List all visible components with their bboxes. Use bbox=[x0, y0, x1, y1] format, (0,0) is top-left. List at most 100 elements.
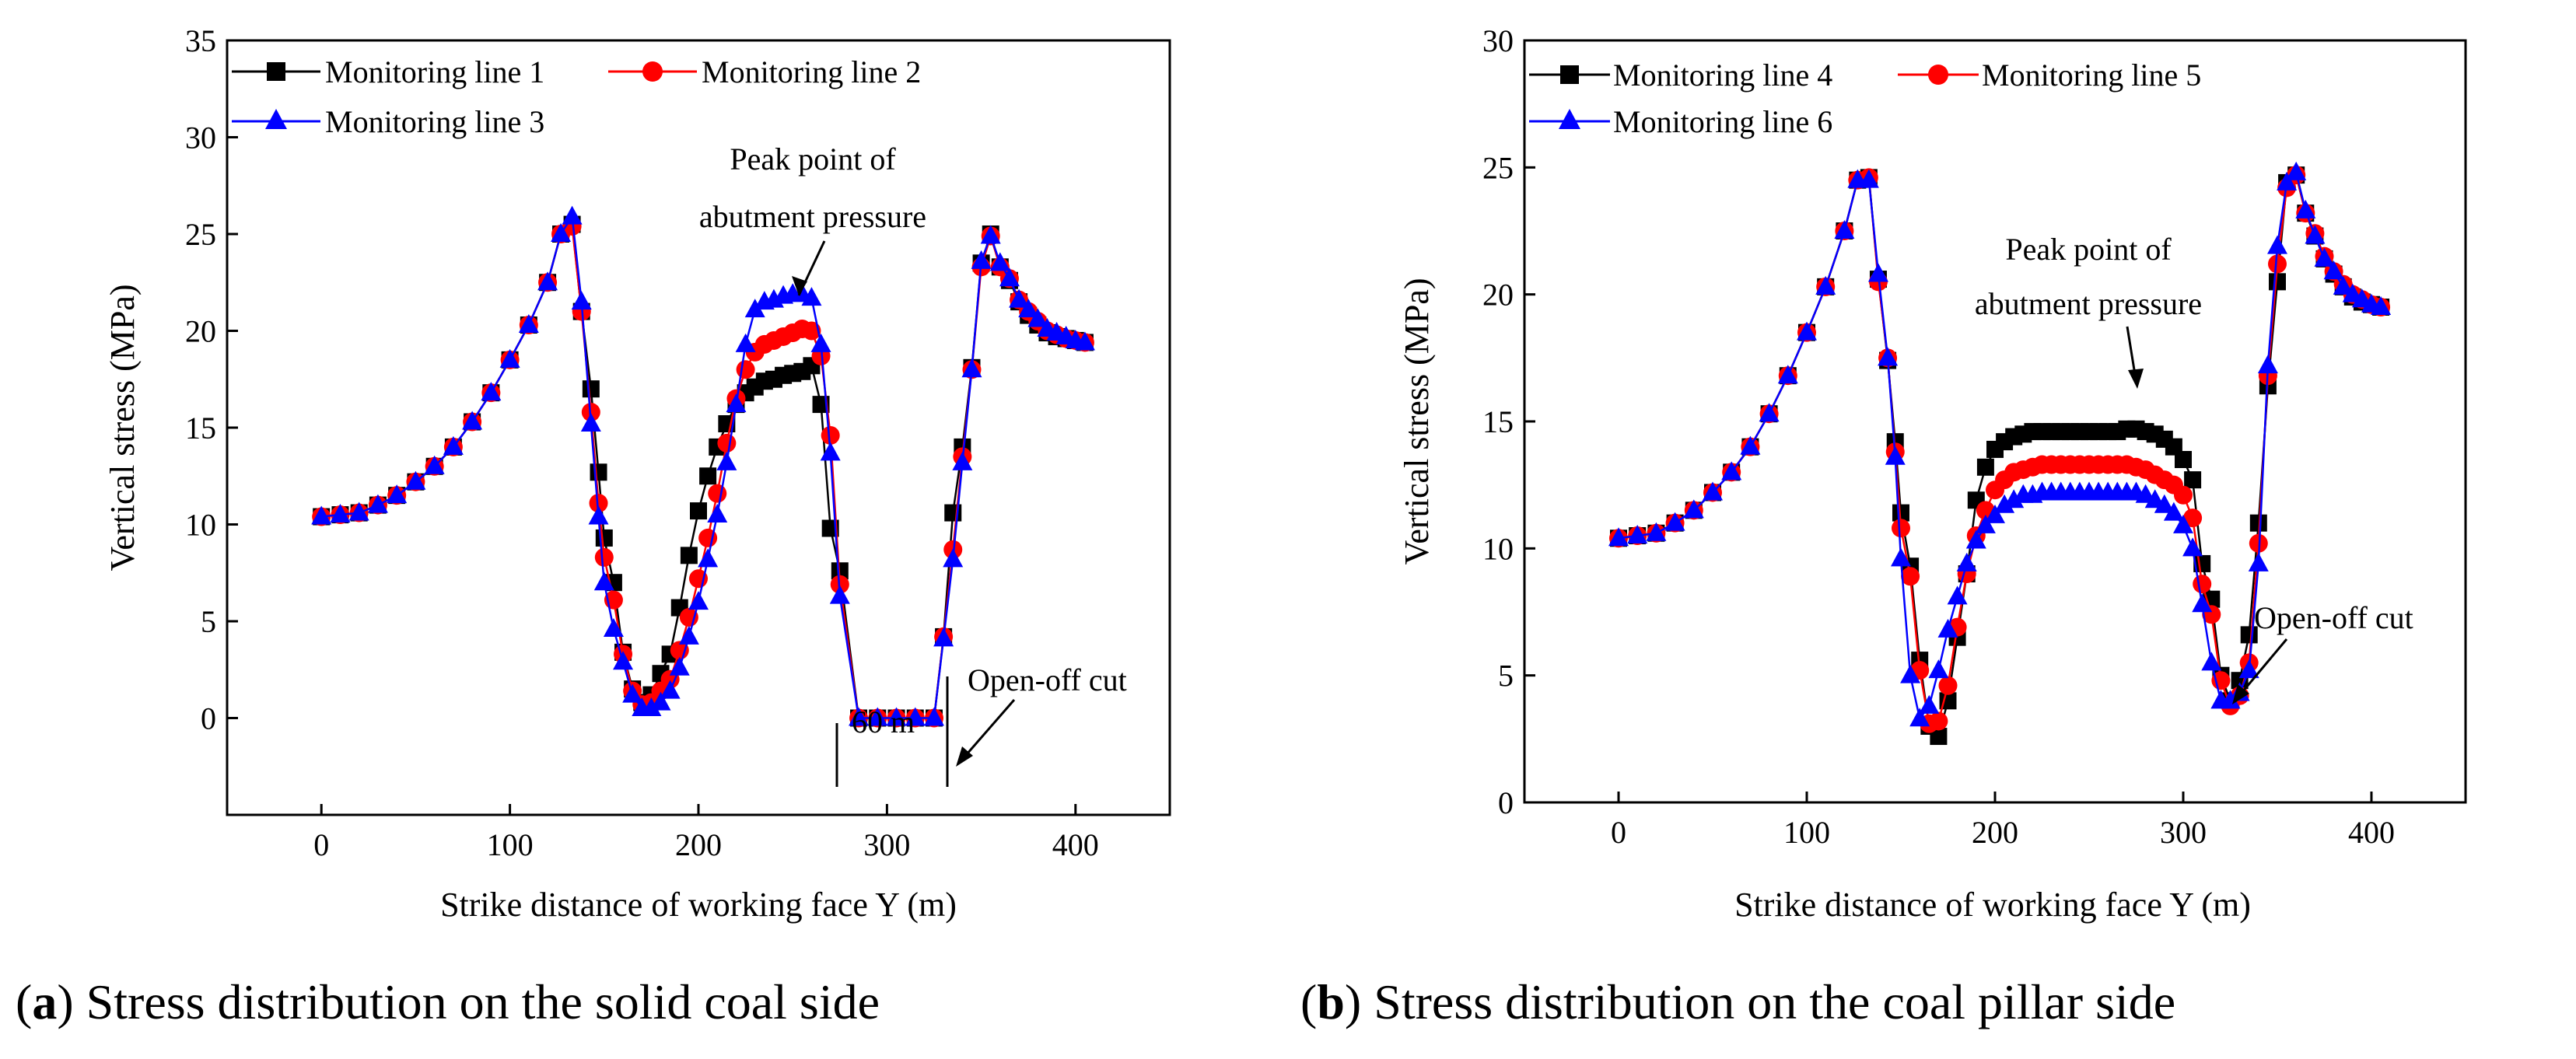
data-point-b-3-56 bbox=[2248, 552, 2269, 571]
data-point-a-1-17 bbox=[590, 463, 607, 481]
annotation-cut-label-a: Open-off cut bbox=[968, 662, 1127, 697]
data-point-a-3-1 bbox=[330, 504, 351, 523]
data-point-a-2-18 bbox=[594, 547, 614, 567]
data-point-a-3-45 bbox=[867, 707, 888, 726]
data-point-a-3-29 bbox=[698, 548, 719, 568]
data-point-b-3-24 bbox=[1947, 585, 1968, 605]
data-point-a-3-64 bbox=[1074, 331, 1095, 351]
data-point-b-1-49 bbox=[2184, 471, 2202, 489]
axis-ticks-a: 0 100 200 300 400 0 5 10 15 20 25 30 35 bbox=[185, 23, 1099, 862]
caption-a: (a) Stress distribution on the solid coa… bbox=[16, 974, 880, 1029]
x-tick-label-a-4: 400 bbox=[1052, 827, 1099, 862]
data-point-b-3-6 bbox=[1721, 461, 1742, 481]
legend-marker-4 bbox=[1560, 65, 1579, 84]
chart-panel-a: 0 100 200 300 400 0 5 10 15 20 25 30 35 Peak point o… bbox=[16, 23, 1171, 1029]
data-point-b-3-62 bbox=[2305, 225, 2326, 244]
data-point-a-3-48 bbox=[924, 707, 944, 726]
data-point-b-3-48 bbox=[2173, 514, 2193, 533]
x-tick-label-b-4: 400 bbox=[2348, 815, 2395, 850]
gap-label-a: 60 m bbox=[852, 704, 915, 739]
data-point-b-3-10 bbox=[1797, 321, 1817, 341]
data-point-b-3-64 bbox=[2323, 260, 2344, 280]
data-point-b-1-48 bbox=[2175, 451, 2192, 468]
annotation-peak-line1-b: Peak point of bbox=[2005, 232, 2172, 267]
data-point-a-3-51 bbox=[952, 451, 973, 470]
legend-label-4: Monitoring line 4 bbox=[1613, 58, 1832, 93]
data-point-b-3-0 bbox=[1608, 527, 1629, 547]
y-tick-label-b-0: 0 bbox=[1498, 785, 1514, 820]
data-point-a-3-6 bbox=[424, 455, 445, 474]
data-point-a-2-42 bbox=[821, 425, 840, 445]
data-point-a-3-52 bbox=[961, 358, 982, 378]
annotation-cut-arrowhead-a bbox=[956, 746, 973, 767]
y-tick-label-b-5: 25 bbox=[1482, 150, 1514, 185]
data-point-b-3-25 bbox=[1956, 552, 1977, 571]
y-tick-label-a-0: 0 bbox=[201, 701, 216, 736]
data-point-b-3-59 bbox=[2277, 171, 2298, 190]
series-group-b bbox=[1608, 161, 2392, 746]
data-point-b-3-5 bbox=[1703, 481, 1723, 501]
data-point-a-3-17 bbox=[588, 505, 609, 525]
data-point-b-3-49 bbox=[2182, 537, 2203, 557]
data-point-b-3-19 bbox=[1900, 664, 1921, 683]
data-point-b-3-55 bbox=[2238, 659, 2259, 679]
data-point-b-3-63 bbox=[2314, 247, 2335, 267]
annotation-peak-arrowhead-a bbox=[792, 276, 807, 295]
annotation-peak-line2-a: abutment pressure bbox=[699, 199, 926, 234]
legend-a: Monitoring line 1 Monitoring line 2 Moni… bbox=[232, 54, 921, 139]
y-tick-label-a-1: 5 bbox=[201, 604, 216, 639]
data-point-a-3-57 bbox=[1009, 288, 1030, 308]
data-point-a-3-8 bbox=[462, 411, 483, 430]
data-point-b-3-23 bbox=[1937, 618, 1958, 638]
data-point-a-3-46 bbox=[886, 707, 907, 726]
annotation-peak-line1-a: Peak point of bbox=[730, 142, 896, 176]
data-point-a-1-18 bbox=[595, 529, 613, 547]
legend-label-6: Monitoring line 6 bbox=[1613, 104, 1832, 139]
data-point-a-3-34 bbox=[744, 299, 765, 318]
y-tick-label-a-5: 25 bbox=[185, 217, 216, 252]
data-point-b-2-18 bbox=[1892, 519, 1910, 538]
data-point-b-3-20 bbox=[1909, 708, 1930, 727]
data-point-a-3-59 bbox=[1027, 308, 1048, 327]
legend-marker-5 bbox=[1928, 65, 1948, 85]
data-point-b-3-12 bbox=[1834, 220, 1855, 239]
y-axis-label-b: Vertical stress (MPa) bbox=[1398, 278, 1436, 564]
annotation-peak-arrowhead-b bbox=[2128, 369, 2144, 389]
data-point-a-3-4 bbox=[387, 484, 408, 504]
x-tick-label-b-2: 200 bbox=[1972, 815, 2018, 850]
data-point-a-3-11 bbox=[518, 314, 539, 334]
data-point-a-3-15 bbox=[571, 291, 592, 310]
data-point-a-3-24 bbox=[650, 691, 671, 711]
data-point-a-2-33 bbox=[736, 360, 755, 379]
data-point-b-2-58 bbox=[2268, 254, 2287, 274]
data-point-a-3-20 bbox=[613, 651, 634, 670]
data-point-b-2-50 bbox=[2193, 575, 2212, 594]
data-point-a-3-9 bbox=[481, 382, 502, 401]
x-tick-label-b-0: 0 bbox=[1611, 815, 1626, 850]
data-point-a-3-41 bbox=[810, 333, 831, 352]
y-tick-label-b-2: 10 bbox=[1482, 531, 1514, 566]
data-point-b-3-16 bbox=[1878, 347, 1899, 366]
data-point-b-1-27 bbox=[1976, 458, 1994, 476]
data-point-a-3-40 bbox=[801, 287, 822, 306]
data-point-a-3-14 bbox=[562, 205, 583, 225]
y-axis-label-a: Vertical stress (MPa) bbox=[103, 284, 142, 571]
data-point-a-3-55 bbox=[989, 252, 1010, 271]
data-point-a-3-54 bbox=[980, 225, 1001, 244]
data-point-a-2-30 bbox=[708, 484, 727, 503]
series-group-a bbox=[311, 205, 1095, 728]
data-point-a-3-18 bbox=[593, 571, 614, 591]
annotation-cut-arrow-a bbox=[960, 699, 1016, 761]
data-point-a-3-42 bbox=[820, 442, 841, 461]
data-point-a-2-17 bbox=[589, 494, 608, 513]
data-point-b-3-11 bbox=[1815, 275, 1836, 295]
data-point-b-3-2 bbox=[1646, 522, 1667, 541]
data-point-b-2-22 bbox=[1929, 711, 1948, 731]
data-point-a-3-27 bbox=[678, 625, 699, 645]
data-point-a-3-56 bbox=[999, 267, 1020, 287]
plot-frame-a bbox=[226, 39, 1171, 816]
data-point-b-3-27 bbox=[1975, 514, 1996, 533]
data-point-b-3-17 bbox=[1885, 446, 1906, 465]
data-point-b-3-22 bbox=[1928, 659, 1949, 679]
